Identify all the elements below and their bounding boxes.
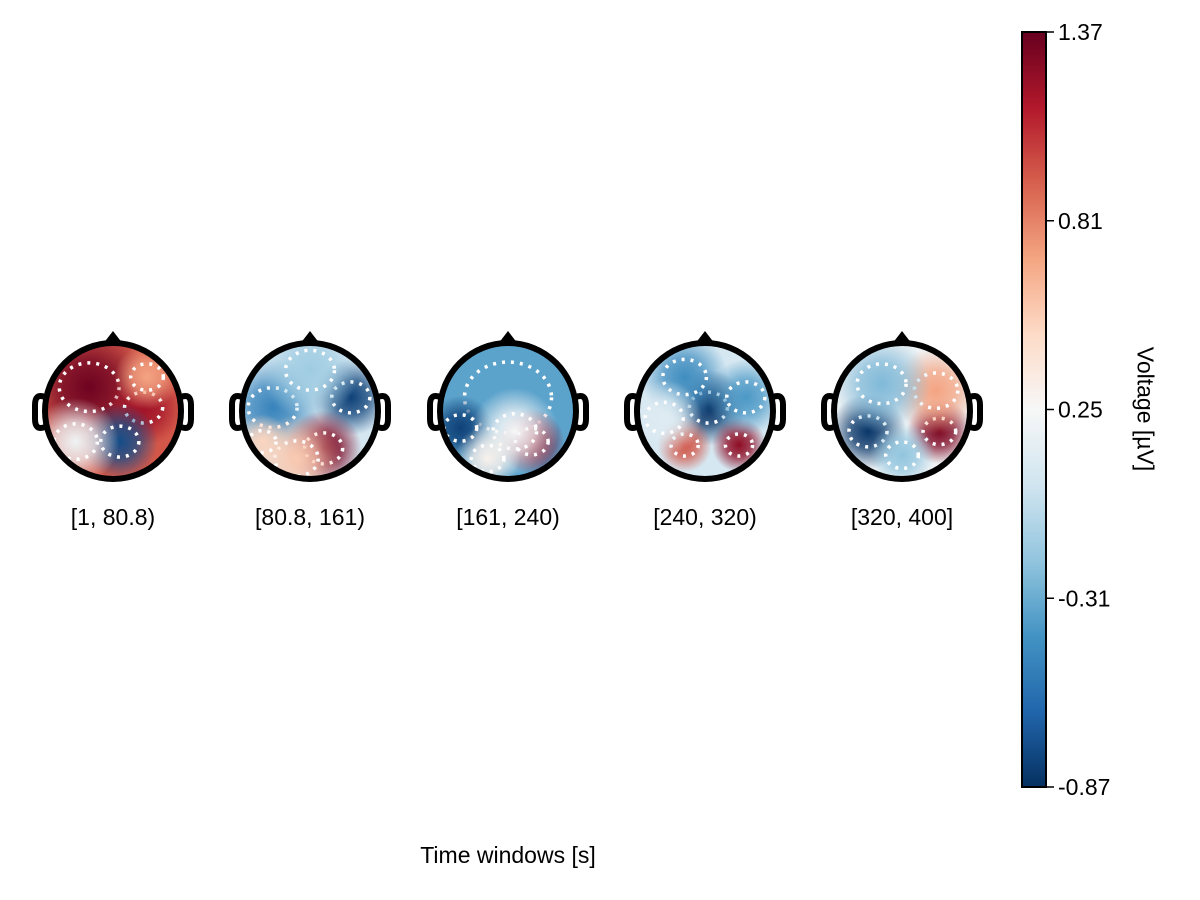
topoplot: [161, 240)	[427, 331, 589, 530]
topoplot: [80.8, 161)	[229, 331, 391, 530]
time-window-label: [320, 400]	[851, 504, 953, 530]
ear-icon	[32, 393, 47, 431]
topoplot: [240, 320)	[624, 331, 786, 530]
contour-line	[491, 411, 539, 451]
x-axis-label: Time windows [s]	[420, 842, 596, 868]
topo-field-blob	[834, 343, 931, 433]
colorbar-tick-label: -0.87	[1058, 774, 1110, 800]
contour-line	[725, 380, 767, 415]
contour-line	[912, 371, 960, 411]
colorbar-label: Voltage [µV]	[1132, 346, 1159, 472]
contour-line	[883, 440, 921, 471]
ear-icon	[376, 393, 391, 431]
topoplots: [1, 80.8) [80.8, 161) [161, 240) [240, 320)…	[32, 331, 983, 530]
colorbar-gradient	[1021, 31, 1047, 788]
colorbar-tick-label: -0.31	[1058, 585, 1110, 611]
ear-icon	[574, 393, 589, 431]
ear-icon	[179, 393, 194, 431]
colorbar-tick-label: 0.81	[1058, 208, 1103, 234]
contour-line	[128, 361, 166, 393]
contour-line	[283, 348, 337, 392]
head-outline	[239, 340, 381, 482]
ear-icon	[624, 393, 639, 431]
time-window-label: [161, 240)	[456, 504, 560, 530]
topo-field-blob	[869, 422, 935, 479]
topoplot: [1, 80.8)	[32, 331, 194, 530]
colorbar-tick-label: 1.37	[1058, 19, 1103, 45]
ear-icon	[427, 393, 442, 431]
head-outline	[437, 340, 579, 482]
colorbar-tick-label: 0.25	[1058, 397, 1103, 423]
contour-line	[469, 443, 506, 474]
head-outline	[634, 340, 776, 482]
topo-field-blob	[637, 379, 703, 456]
time-window-label: [240, 320)	[653, 504, 757, 530]
ear-icon	[771, 393, 786, 431]
head-outline	[831, 340, 973, 482]
contour-line	[661, 357, 709, 397]
ear-icon	[821, 393, 836, 431]
contour-line	[855, 362, 908, 406]
head-outline	[42, 340, 184, 482]
topoplot: [320, 400]	[821, 331, 983, 530]
contour-line	[643, 400, 685, 436]
time-window-label: [1, 80.8)	[71, 504, 155, 530]
time-window-label: [80.8, 161)	[255, 504, 365, 530]
contour-line	[52, 422, 100, 462]
contour-line	[272, 439, 320, 479]
colorbar: 1.37 0.81 0.25 -0.31 -0.87	[1021, 19, 1110, 800]
ear-icon	[968, 393, 983, 431]
contour-line	[723, 432, 755, 458]
ear-icon	[229, 393, 244, 431]
